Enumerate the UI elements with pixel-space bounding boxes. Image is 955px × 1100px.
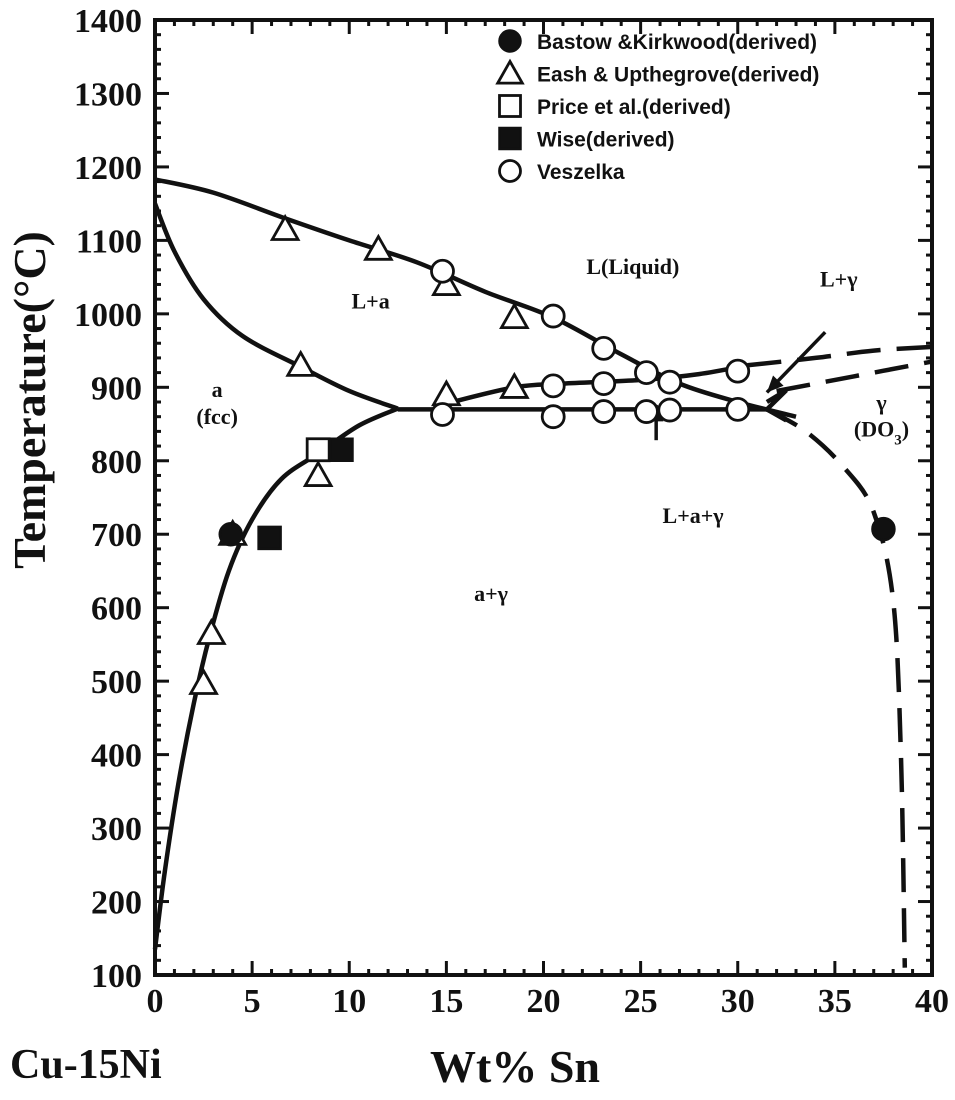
legend-entry-label: Eash & Upthegrove(derived) [537, 64, 819, 87]
x-tick-label: 25 [624, 983, 658, 1020]
legend-entry-label: Price et al.(derived) [537, 96, 731, 119]
marker-filled-circle [871, 516, 896, 542]
plot-frame [153, 18, 934, 977]
marker-open-circle [657, 397, 683, 423]
marker-open-triangle [431, 379, 462, 407]
marker-open-square [498, 94, 522, 118]
marker-open-circle [657, 369, 683, 395]
region-label: L+a [352, 289, 390, 314]
marker-filled-square [498, 126, 522, 151]
legend-entry-label: Wise(derived) [537, 129, 675, 152]
marker-open-triangle [188, 667, 219, 695]
three-phase-wedge [763, 388, 788, 423]
region-label: a [212, 377, 223, 402]
marker-open-triangle [302, 459, 334, 487]
region-label: a+γ [474, 581, 508, 606]
marker-open-circle [725, 358, 751, 384]
legend-entry-label: Veszelka [537, 161, 625, 184]
y-tick-labels: 100 200 300 400 500 600 700 800 900 1000 1100 1200 1… [74, 3, 142, 995]
marker-open-triangle [285, 349, 316, 377]
y-tick-label: 1400 [74, 3, 142, 40]
marker-open-circle [540, 373, 566, 399]
x-tick-label: 35 [818, 983, 852, 1020]
curve-gamma-solidus [765, 407, 908, 968]
x-tick-label: 15 [429, 983, 463, 1020]
y-tick-label: 600 [91, 591, 142, 628]
y-tick-label: 300 [91, 811, 142, 848]
region-label: γ [875, 390, 886, 415]
marker-filled-circle [498, 29, 522, 53]
region-label: L+γ [820, 267, 858, 292]
marker-open-triangle [269, 213, 301, 241]
marker-open-square [305, 437, 331, 463]
region-label: (fcc) [196, 404, 238, 429]
marker-open-circle [591, 399, 617, 424]
marker-open-circle [591, 335, 617, 361]
y-tick-label: 500 [91, 664, 142, 701]
marker-open-circle [634, 360, 659, 386]
marker-open-circle [498, 159, 522, 183]
marker-open-triangle [495, 58, 525, 85]
curve-alpha-solidus [152, 202, 399, 411]
y-tick-label: 200 [91, 885, 142, 922]
y-tick-label: 1300 [74, 76, 142, 113]
marker-filled-square [257, 525, 282, 551]
marker-layer [188, 213, 896, 695]
marker-filled-circle [218, 521, 244, 547]
curve-gamma-liquidus-upper [747, 344, 933, 368]
marker-open-circle [540, 404, 566, 430]
x-tick-label: 10 [332, 983, 366, 1020]
x-tick-label: 30 [721, 983, 755, 1020]
marker-open-circle [430, 402, 455, 427]
y-tick-label: 1000 [74, 297, 142, 334]
x-tick-labels: 0 5 10 15 20 25 30 35 40 [147, 983, 950, 1020]
legend: Bastow &Kirkwood(derived) Eash & Upthegro… [495, 29, 819, 184]
x-tick-label: 0 [147, 983, 164, 1020]
marker-filled-square [329, 437, 354, 462]
y-tick-label: 900 [91, 370, 142, 407]
marker-open-triangle [499, 302, 530, 330]
curve-gamma-boundary-upper [776, 359, 933, 394]
marker-open-circle [634, 399, 659, 424]
marker-open-triangle [196, 617, 227, 645]
y-tick-label: 1100 [76, 223, 142, 260]
y-tick-label: 1200 [74, 150, 142, 187]
annotation-arrow-head [766, 375, 784, 393]
marker-open-circle [591, 371, 617, 397]
y-axis-title: Temperature(°C) [4, 231, 55, 569]
marker-open-circle [540, 303, 566, 329]
marker-open-circle [725, 396, 751, 422]
x-tick-label: 5 [244, 983, 261, 1020]
curve-layer [152, 177, 933, 968]
y-tick-label: 800 [91, 444, 142, 481]
region-label: L(Liquid) [586, 254, 679, 279]
y-tick-label: 400 [91, 738, 142, 775]
y-tick-label: 700 [91, 517, 142, 554]
marker-open-triangle [363, 233, 394, 261]
region-label: L+a+γ [663, 503, 724, 528]
region-label: (DO3) [854, 417, 909, 449]
x-tick-label: 40 [915, 983, 949, 1020]
marker-open-triangle [499, 371, 530, 399]
curve-alpha-solvus [152, 406, 399, 950]
x-tick-label: 20 [527, 983, 561, 1020]
curve-liquidus [154, 177, 797, 419]
marker-open-circle [430, 258, 455, 284]
legend-entry-label: Bastow &Kirkwood(derived) [537, 31, 817, 54]
corner-label: Cu-15Ni [10, 1042, 162, 1088]
y-tick-label: 100 [91, 958, 142, 995]
x-axis-title: Wt% Sn [430, 1041, 600, 1092]
